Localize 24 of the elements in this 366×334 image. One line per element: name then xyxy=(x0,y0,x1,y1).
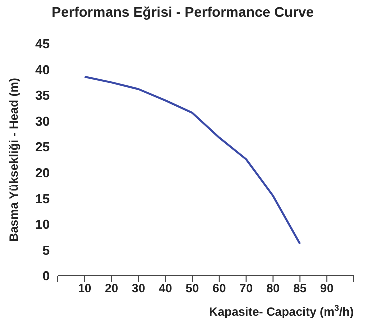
x-tick-label: 85 xyxy=(294,282,308,296)
y-tick-label: 30 xyxy=(36,114,50,129)
y-tick-label: 40 xyxy=(36,62,50,78)
chart-title: Performans Eğrisi - Performance Curve xyxy=(50,4,316,20)
y-tick-label: 35 xyxy=(36,88,50,104)
y-axis-title: Basma Yüksekliği - Head (m) xyxy=(7,78,21,242)
x-tick-label: 80 xyxy=(266,282,280,296)
y-tick-label: 5 xyxy=(42,242,50,258)
y-tick-label: 20 xyxy=(36,166,50,181)
x-tick-label: 60 xyxy=(212,282,226,296)
x-axis-title: Kapasite- Capacity (m$^{3}$/h) xyxy=(209,303,354,319)
x-tick-label: 20 xyxy=(105,282,119,296)
y-tick-label: 25 xyxy=(36,140,50,155)
x-tick-label: 50 xyxy=(186,282,200,296)
x-tick-label: 70 xyxy=(240,282,254,296)
y-tick-label: 0 xyxy=(42,268,50,284)
y-tick-label: 10 xyxy=(36,217,50,232)
line-series xyxy=(84,76,302,246)
y-tick-label: 45 xyxy=(36,36,50,52)
x-tick-label: 30 xyxy=(132,282,146,296)
y-tick-label: 15 xyxy=(36,191,50,206)
x-tick-label: 40 xyxy=(158,282,173,296)
x-tick-label: 90 xyxy=(320,282,334,296)
x-tick-label: 10 xyxy=(78,282,92,296)
